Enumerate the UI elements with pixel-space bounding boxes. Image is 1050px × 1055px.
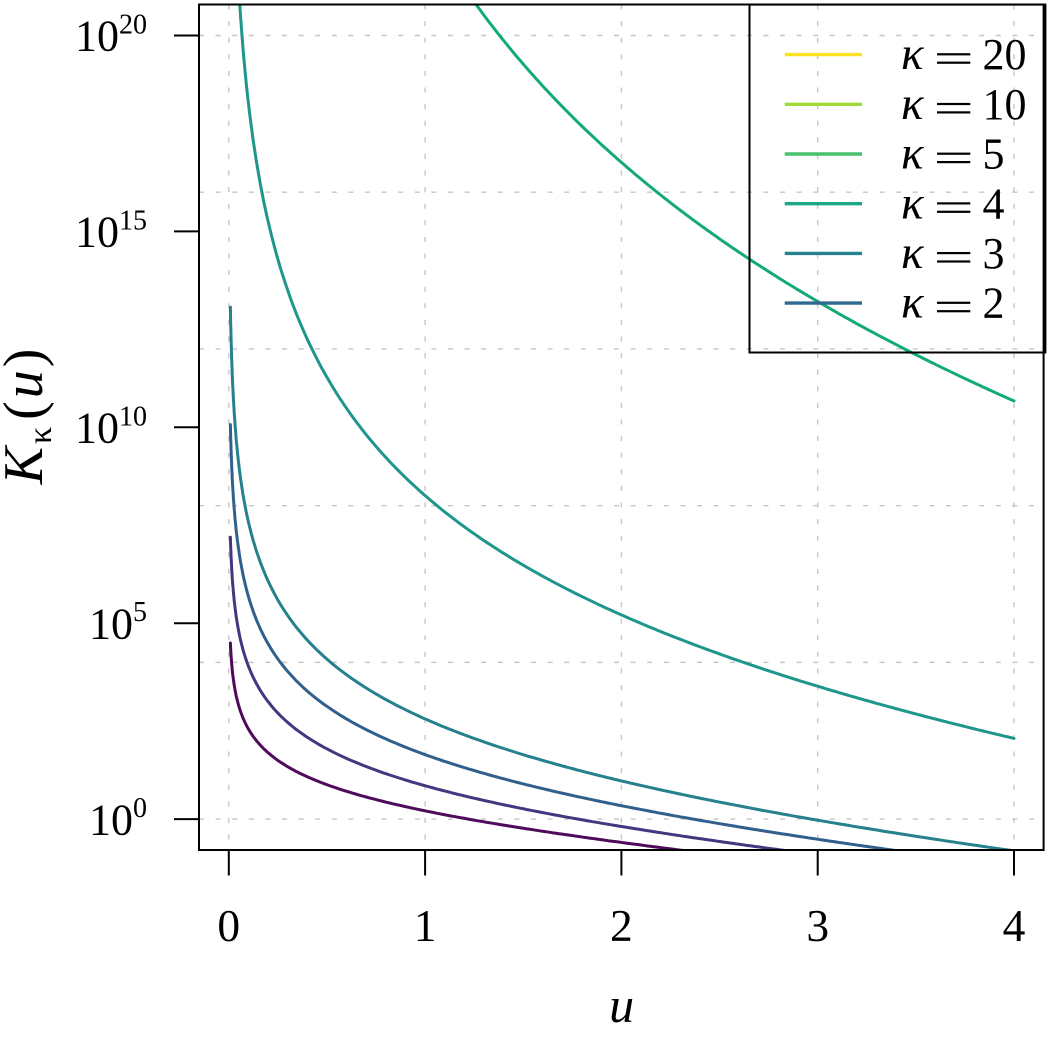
svg-text:10: 10	[983, 80, 1027, 129]
svg-text:20: 20	[983, 30, 1027, 79]
svg-text:Kκ(u): Kκ(u)	[0, 349, 59, 486]
svg-text:κ: κ	[901, 128, 925, 180]
svg-text:3: 3	[983, 229, 1005, 278]
svg-text:2: 2	[983, 279, 1005, 328]
svg-text:2: 2	[610, 900, 633, 951]
svg-text:5: 5	[983, 130, 1005, 179]
svg-text:0: 0	[217, 900, 240, 951]
svg-text:100: 100	[89, 793, 147, 844]
svg-text:κ: κ	[901, 177, 925, 229]
svg-text:κ: κ	[901, 277, 925, 329]
svg-text:3: 3	[806, 900, 829, 951]
svg-text:u: u	[609, 977, 634, 1033]
svg-text:4: 4	[1003, 900, 1026, 951]
svg-text:κ: κ	[901, 227, 925, 279]
svg-text:1: 1	[414, 900, 437, 951]
svg-text:4: 4	[983, 179, 1005, 228]
svg-text:κ: κ	[901, 78, 925, 130]
svg-text:κ: κ	[901, 28, 925, 80]
